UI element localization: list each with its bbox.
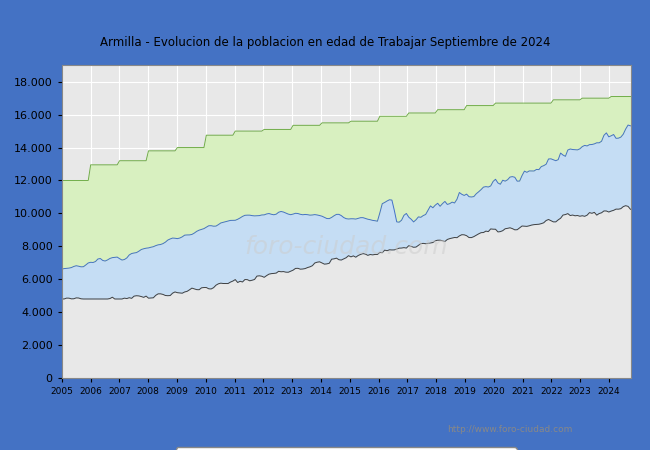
Legend: Ocupados, Parados, Hab. entre 16-64: Ocupados, Parados, Hab. entre 16-64 <box>176 447 517 450</box>
Text: foro-ciudad.com: foro-ciudad.com <box>244 234 448 259</box>
Text: http://www.foro-ciudad.com: http://www.foro-ciudad.com <box>447 425 572 434</box>
Text: Armilla - Evolucion de la poblacion en edad de Trabajar Septiembre de 2024: Armilla - Evolucion de la poblacion en e… <box>99 36 551 49</box>
